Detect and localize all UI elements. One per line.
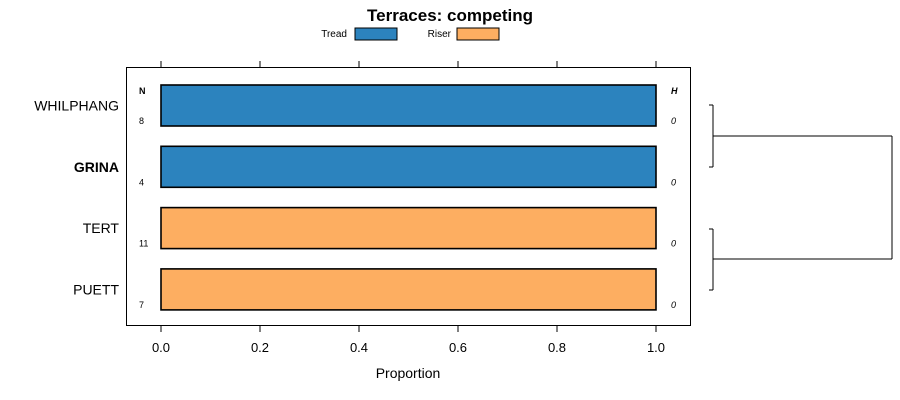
x-tick-label: 1.0 [647,340,665,355]
category-label-grina: GRINA [74,159,119,175]
category-label-tert: TERT [83,220,120,236]
n-column: N 8 4 11 7 [139,86,148,310]
x-tick-label: 0.8 [548,340,566,355]
bar-puett-riser [160,268,657,311]
h-value: 0 [671,300,676,310]
bars [160,84,657,311]
legend-label-riser: Riser [428,29,452,40]
category-labels: WHILPHANG GRINA TERT PUETT [34,98,119,298]
x-tick-label: 0.6 [449,340,467,355]
n-value: 11 [139,239,148,249]
n-header: N [139,86,146,96]
h-column: H 0 0 0 0 [671,86,678,310]
bar-tert-riser [160,206,657,250]
bar-grina-tread [160,145,657,189]
h-header: H [671,86,678,96]
legend-swatch-tread [354,27,398,41]
category-label-whilphang: WHILPHANG [34,98,119,114]
legend-swatch-riser [456,27,500,41]
x-axis-title: Proportion [376,365,441,381]
x-tick-label: 0.2 [251,340,269,355]
x-tick-label: 0.0 [152,340,170,355]
n-value: 7 [139,300,144,310]
h-value: 0 [671,239,676,249]
bottom-axis: 0.0 0.2 0.4 0.6 0.8 1.0 [152,326,665,355]
h-value: 0 [671,177,676,187]
top-axis-ticks [160,61,657,67]
x-tick-label: 0.4 [350,340,368,355]
dendrogram [709,104,893,291]
category-label-puett: PUETT [73,281,119,297]
n-value: 8 [139,116,144,126]
plot-frame [126,67,691,326]
legend-label-tread: Tread [321,29,347,40]
n-value: 4 [139,177,144,187]
chart-title: Terraces: competing [367,6,533,25]
bar-whilphang-tread [160,84,657,127]
legend: Tread Riser [321,27,500,41]
h-value: 0 [671,116,676,126]
